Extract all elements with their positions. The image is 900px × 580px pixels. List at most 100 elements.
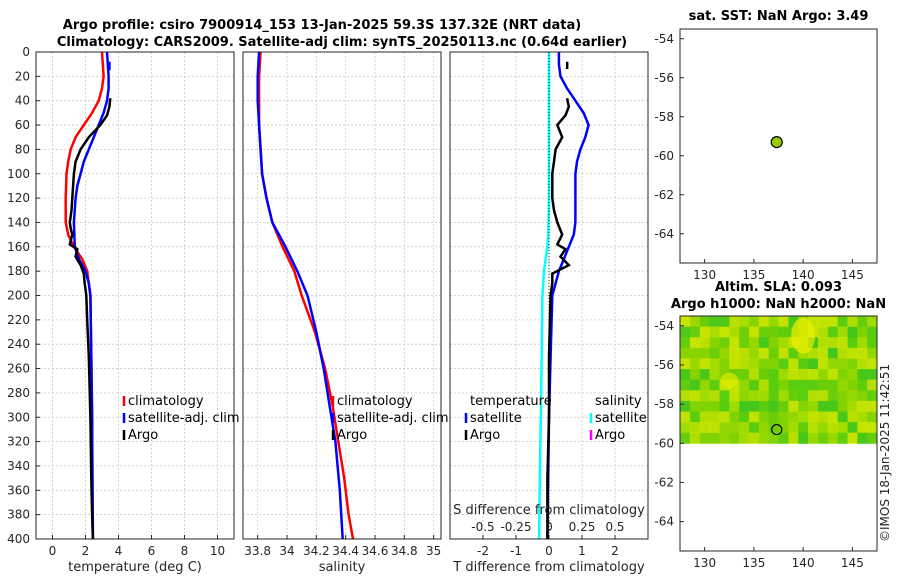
sla-heatmap-cell: [689, 358, 701, 370]
sla_map-xtick-label: 145: [841, 556, 864, 570]
sla-heatmap-cell: [739, 422, 750, 434]
sla-heatmap-cell: [680, 358, 691, 370]
temperature-ytick-label: 340: [7, 459, 30, 473]
sla-heatmap-cell: [699, 337, 711, 349]
temperature-ytick-label: 200: [7, 289, 30, 303]
sla-heatmap-cell: [798, 432, 809, 444]
temperature-ytick-label: 140: [7, 215, 30, 229]
sla-heatmap-cell: [827, 358, 839, 370]
temperature-xtick-label: 6: [148, 544, 156, 558]
differences-series-temperature-satellite: [546, 52, 590, 539]
sla-heatmap-cell: [847, 326, 858, 338]
sla-heatmap-cell: [808, 400, 819, 413]
temperature-ytick-label: 380: [7, 508, 30, 522]
sla-heatmap-cell: [768, 411, 779, 423]
sla-heatmap-cell: [808, 316, 819, 328]
sla-heatmap-cell: [827, 369, 839, 381]
temperature-ytick-label: 280: [7, 386, 30, 400]
differences-legend-salinity-label-1: Argo: [595, 428, 625, 443]
sst_map-xtick-label: 140: [792, 268, 815, 282]
temperature-xtick-label: 10: [210, 544, 225, 558]
salinity-xlabel: salinity: [319, 560, 366, 575]
sla-heatmap-cell: [847, 358, 858, 370]
sst_map-ytick-label: -64: [654, 227, 674, 241]
sla-heatmap-cell: [768, 400, 779, 413]
sla-heatmap-cell: [847, 411, 858, 423]
sla-heatmap-cell: [778, 432, 789, 444]
sla-heatmap-cell: [798, 411, 809, 423]
sla-heatmap-cell: [689, 337, 701, 349]
sla-heatmap-cell: [719, 411, 730, 423]
salinity-xtick-label: 33.8: [244, 544, 271, 558]
sla-heatmap-cell: [719, 347, 730, 359]
sla_map-ytick-label: -64: [654, 515, 674, 529]
sla-heatmap-cell: [867, 411, 878, 423]
sla-heatmap-cell: [739, 347, 750, 359]
sst-map-title: sat. SST: NaN Argo: 3.49: [689, 9, 869, 24]
sla-heatmap-cell: [778, 326, 789, 338]
temperature-ytick-label: 180: [7, 264, 30, 278]
sla-heatmap-cell: [827, 316, 839, 328]
temperature-panel: 0 2 4 6 8 10 temperature (deg C) 0 20 40 60 80 100 12…: [7, 45, 240, 575]
temperature-xlabel: temperature (deg C): [68, 560, 202, 575]
sla-heatmap-cell: [709, 411, 720, 423]
sla_map-ytick-label: -62: [654, 475, 674, 489]
sla_map-ytick-label: -56: [654, 358, 674, 372]
salinity-frame: [242, 51, 442, 540]
sla-heatmap-cell: [808, 347, 819, 359]
sla-heatmap-cell: [749, 390, 760, 402]
sla-heatmap-cell: [758, 390, 770, 402]
differences-series-salinity-satellite: [537, 52, 551, 539]
sla-heatmap-cell: [808, 411, 819, 423]
sla-heatmap-cell: [847, 432, 858, 444]
sla-heatmap-cell: [749, 316, 760, 328]
sla-heatmap-cell: [758, 316, 770, 328]
sla-heatmap-cell: [857, 400, 868, 413]
sla-heatmap-cell: [827, 400, 839, 413]
sst-map-argo-point: [770, 136, 783, 149]
temperature-ytick-label: 240: [7, 337, 30, 351]
differences-top-tick-label: 0.5: [605, 520, 624, 534]
sla-heatmap-cell: [749, 400, 760, 413]
sla-heatmap-cell: [749, 369, 760, 381]
differences-xtick-label: 0: [545, 544, 553, 558]
sla-heatmap-cell: [778, 390, 789, 402]
sla-heatmap-cell: [837, 316, 848, 328]
sla-heatmap-cell: [709, 358, 720, 370]
sla-heatmap-cell: [817, 390, 829, 402]
sla-heatmap-cell: [778, 369, 789, 381]
sla-heatmap-cell: [837, 326, 848, 338]
sla-heatmap-cell: [768, 379, 779, 391]
sla-heatmap-cell: [798, 422, 809, 434]
sla-heatmap-cell: [699, 369, 711, 381]
differences-xtick-label: -1: [510, 544, 522, 558]
sla-heatmap-cell: [847, 347, 858, 359]
temperature-legend-label-0: climatology: [128, 394, 204, 409]
sla-heatmap-cell: [788, 390, 799, 402]
sla-heatmap-cell: [827, 337, 839, 349]
sla-heatmap-cell: [739, 432, 750, 444]
sla-heatmap-cell: [798, 358, 809, 370]
sla-heatmap-cell: [778, 400, 789, 413]
sla-heatmap-cell: [867, 400, 878, 413]
differences-xtick-label: -2: [477, 544, 489, 558]
sla_map-xtick-label: 135: [742, 556, 765, 570]
sla-heatmap-cell: [680, 379, 691, 391]
sla-heatmap-cell: [808, 422, 819, 434]
salinity-legend-label-2: Argo: [337, 428, 367, 443]
temperature-ytick-label: 160: [7, 240, 30, 254]
sla-heatmap-cell: [729, 358, 740, 370]
differences-top-tick-label: 0.25: [569, 520, 596, 534]
sla-heatmap-cell: [857, 390, 868, 402]
sla-heatmap-cell: [749, 422, 760, 434]
sla-heatmap-cell: [680, 337, 691, 349]
sla-heatmap-cell: [857, 358, 868, 370]
differences-top-label: S difference from climatology: [453, 503, 645, 518]
differences-top-tick-label: -0.5: [471, 520, 494, 534]
sla-heatmap-cell: [847, 379, 858, 391]
sla-heatmap-cell: [739, 400, 750, 413]
sla-heatmap-cell: [689, 432, 701, 444]
sla-heatmap-cell: [788, 379, 799, 391]
sst_map-ytick-label: -62: [654, 188, 674, 202]
sla-heatmap-cell: [689, 411, 701, 423]
